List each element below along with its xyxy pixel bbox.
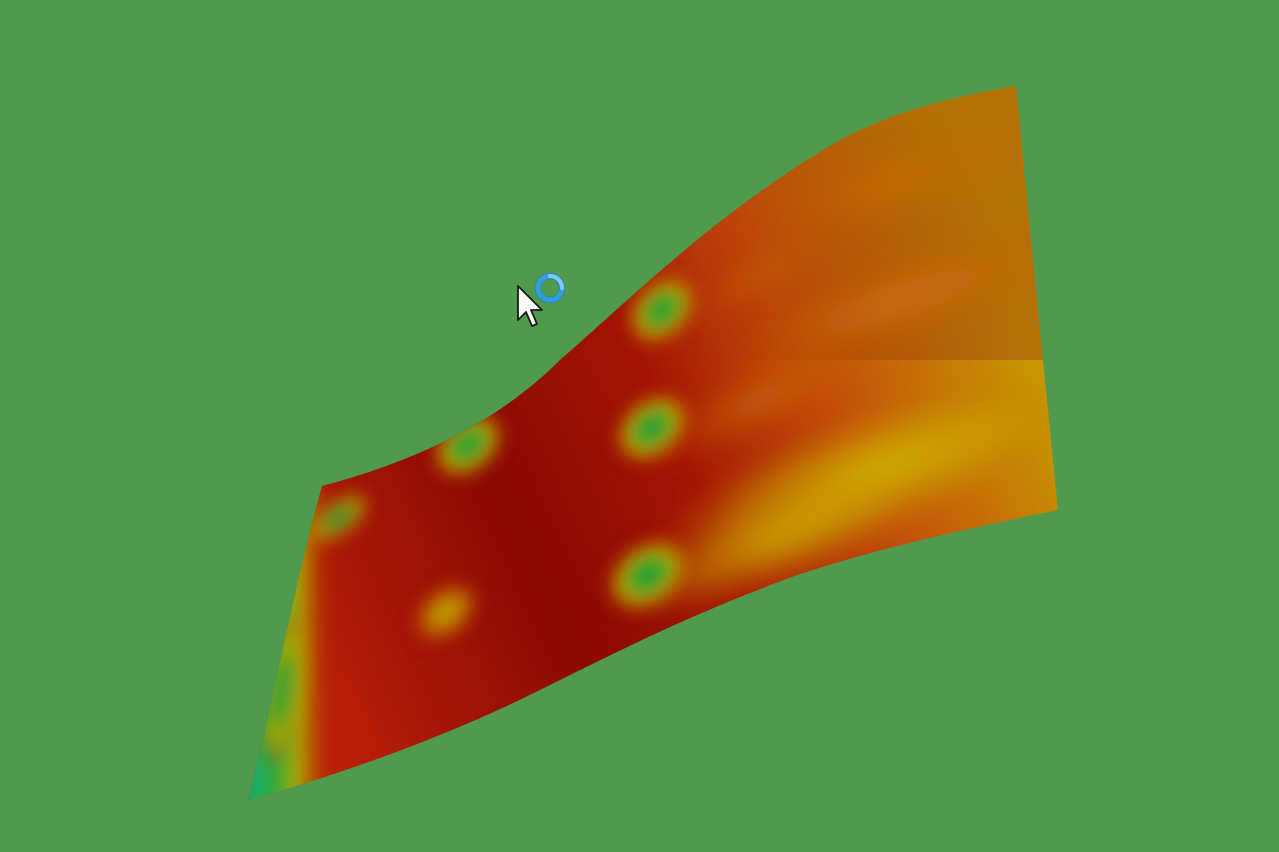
spot-middle-right [612,390,692,466]
spot-top-left [303,489,373,547]
orange-band-top [728,117,1058,243]
spot-lower-right [604,535,692,615]
orange-band-upper [690,222,1058,378]
spot-top-right [625,273,699,347]
orange-band-upper-mid [681,225,839,325]
orange-band-mid [632,333,888,467]
yellow-band-lower [621,466,939,614]
spot-lower-middle [409,577,483,647]
heatmap-surface[interactable] [200,60,1126,820]
